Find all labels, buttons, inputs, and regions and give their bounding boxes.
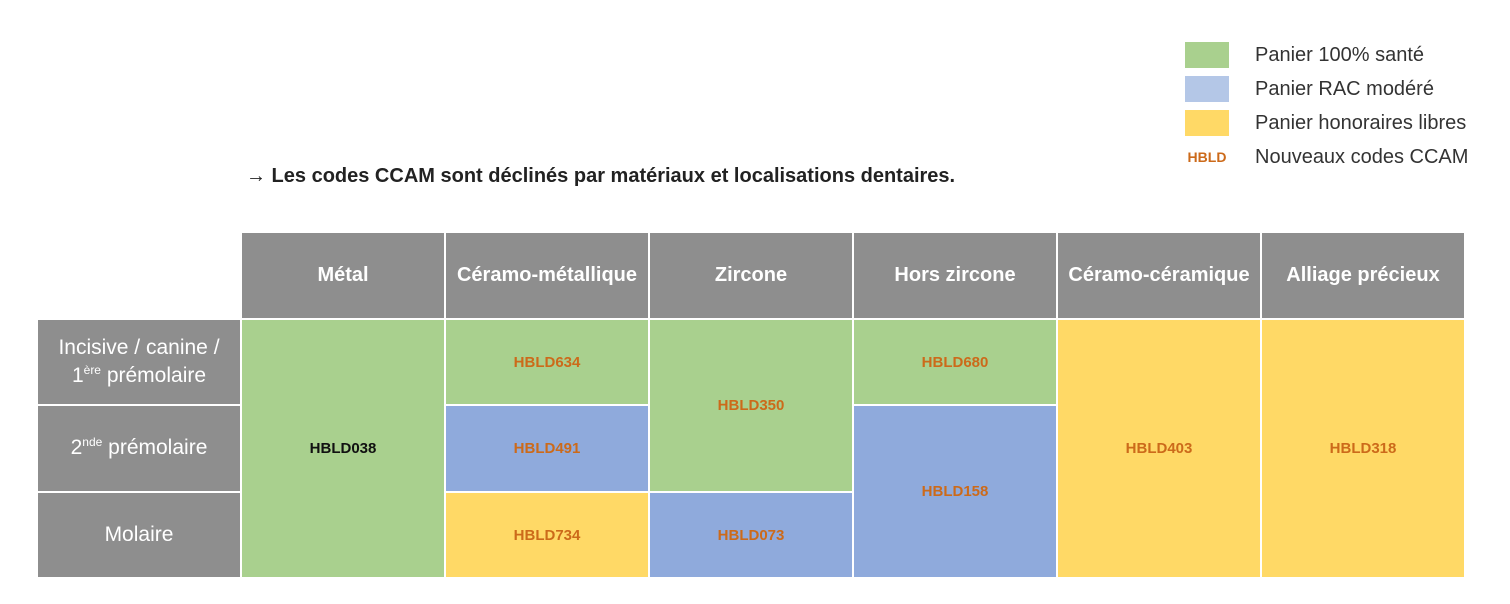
legend-code-prefix: HBLD bbox=[1187, 149, 1227, 165]
code-cell-ceramo-ceramique: HBLD403 bbox=[1058, 320, 1260, 577]
row-header-sup: ère bbox=[83, 363, 101, 377]
column-header-ceramo-ceramique: Céramo-céramique bbox=[1058, 233, 1260, 318]
code-cell-zircone-r12: HBLD350 bbox=[650, 320, 852, 491]
code-cell-alliage-precieux: HBLD318 bbox=[1262, 320, 1464, 577]
page-heading: → Les codes CCAM sont déclinés par matér… bbox=[246, 165, 956, 187]
legend-swatch-blue bbox=[1185, 76, 1229, 102]
row-header-line1: Incisive / canine / bbox=[58, 335, 220, 359]
column-header-metal: Métal bbox=[242, 233, 444, 318]
legend-label: Panier honoraires libres bbox=[1255, 111, 1467, 134]
row-header-2nde-premolaire: 2nde prémolaire bbox=[38, 406, 240, 491]
legend-item-new-codes: HBLD Nouveaux codes CCAM bbox=[1185, 140, 1469, 174]
table-corner bbox=[38, 233, 240, 318]
code-cell-metal: HBLD038 bbox=[242, 320, 444, 577]
code-cell-ceramo-metal-r2: HBLD491 bbox=[446, 406, 648, 491]
code-cell-ceramo-metal-r1: HBLD634 bbox=[446, 320, 648, 404]
legend: Panier 100% santé Panier RAC modéré Pani… bbox=[1185, 38, 1468, 174]
legend-swatch-yellow bbox=[1185, 110, 1229, 136]
legend-item-honoraires-libres: Panier honoraires libres bbox=[1185, 106, 1468, 140]
code-cell-ceramo-metal-r3: HBLD734 bbox=[446, 493, 648, 577]
row-header-sup: nde bbox=[82, 435, 103, 450]
row-header-molaire: Molaire bbox=[38, 493, 240, 577]
legend-label: Nouveaux codes CCAM bbox=[1255, 145, 1469, 168]
row-header-incisive-canine: Incisive / canine / 1ère prémolaire bbox=[38, 320, 240, 404]
legend-swatch-green bbox=[1185, 42, 1229, 68]
ccam-codes-table: Métal Céramo-métallique Zircone Hors zir… bbox=[38, 233, 1464, 577]
column-header-hors-zircone: Hors zircone bbox=[854, 233, 1056, 318]
legend-label: Panier 100% santé bbox=[1255, 43, 1425, 66]
column-header-zircone: Zircone bbox=[650, 233, 852, 318]
column-header-alliage-precieux: Alliage précieux bbox=[1262, 233, 1464, 318]
legend-item-rac-modere: Panier RAC modéré bbox=[1185, 72, 1468, 106]
code-cell-hors-zircone-r23: HBLD158 bbox=[854, 406, 1056, 577]
row-header-rest: prémolaire bbox=[100, 364, 207, 387]
legend-item-sante: Panier 100% santé bbox=[1185, 38, 1468, 72]
code-cell-zircone-r3: HBLD073 bbox=[650, 493, 852, 577]
legend-label: Panier RAC modéré bbox=[1255, 77, 1434, 100]
code-cell-hors-zircone-r1: HBLD680 bbox=[854, 320, 1056, 404]
row-header-rest: prémolaire bbox=[102, 436, 208, 460]
column-header-ceramo-metallique: Céramo-métallique bbox=[446, 233, 648, 318]
